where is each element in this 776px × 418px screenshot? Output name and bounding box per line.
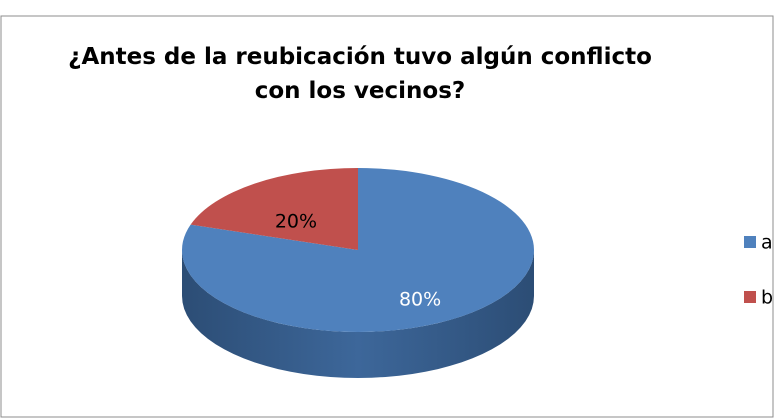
chart-title: ¿Antes de la reubicación tuvo algún conf… (68, 44, 652, 104)
data-label: 20% (275, 211, 317, 233)
legend-label: a (761, 232, 773, 254)
frame (0, 15, 774, 418)
legend-swatch (744, 291, 756, 303)
data-label: 80% (399, 288, 441, 310)
legend-swatch (744, 236, 756, 248)
legend-label: b (761, 287, 773, 309)
slice (190, 168, 358, 250)
slice-side (182, 250, 534, 378)
